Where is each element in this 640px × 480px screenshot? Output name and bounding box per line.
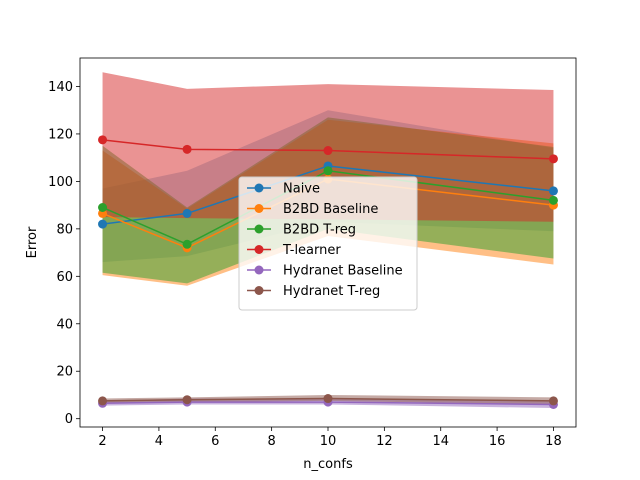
x-tick-label-8: 18: [545, 434, 562, 449]
series-line-5: [102, 397, 554, 402]
x-tick-label-5: 12: [376, 434, 393, 449]
y-tick-label-2: 40: [56, 317, 73, 332]
x-tick-label-6: 14: [432, 434, 449, 449]
data-point-5-3: [548, 396, 558, 406]
y-tick-label-7: 140: [48, 80, 73, 95]
series-line-3: [102, 139, 554, 160]
axes: 2 4 6 8 10 12 14 16 18 0 20 40 60 80 100 120 140: [48, 57, 577, 449]
legend-label-3: T-learner: [282, 243, 341, 258]
y-axis-label: Error: [25, 226, 40, 258]
legend-label-2: B2BD T-reg: [283, 223, 356, 238]
series-line-4: [102, 401, 554, 406]
legend-marker-0: [254, 183, 264, 193]
y-tick-label-3: 60: [56, 270, 73, 285]
data-point-5-2: [323, 394, 333, 404]
x-tick-label-0: 2: [98, 434, 106, 449]
legend: Naive B2BD Baseline B2BD T-reg T-learner Hyd…: [238, 176, 418, 311]
y-tick-label-4: 80: [56, 222, 73, 237]
x-tick-label-7: 16: [489, 434, 506, 449]
x-tick-label-1: 4: [155, 434, 163, 449]
y-tick-label-1: 20: [56, 365, 73, 380]
data-point-3-2: [323, 146, 333, 156]
x-tick-label-3: 8: [267, 434, 275, 449]
x-tick-label-2: 6: [211, 434, 219, 449]
data-point-0-3: [548, 186, 558, 196]
data-point-5-1: [182, 395, 192, 405]
x-tick-label-4: 10: [320, 434, 337, 449]
data-point-2-3: [548, 195, 558, 205]
data-point-2-1: [182, 239, 192, 249]
data-point-2-0: [98, 202, 108, 212]
legend-marker-4: [254, 265, 264, 275]
legend-label-4: Hydranet Baseline: [283, 264, 403, 279]
data-point-3-3: [548, 154, 558, 164]
data-point-2-2: [323, 166, 333, 176]
legend-label-0: Naive: [283, 182, 320, 197]
legend-marker-3: [254, 245, 264, 254]
legend-label-1: B2BD Baseline: [283, 202, 378, 217]
y-tick-label-0: 0: [65, 412, 73, 427]
data-point-0-0: [98, 219, 108, 229]
x-axis-label: n_confs: [303, 457, 353, 472]
y-tick-label-5: 100: [48, 175, 73, 190]
legend-marker-1: [254, 204, 264, 213]
legend-marker-5: [254, 286, 264, 295]
legend-box: [238, 176, 418, 311]
data-point-5-0: [98, 396, 108, 406]
data-point-3-0: [98, 135, 108, 145]
y-tick-label-6: 120: [48, 127, 73, 142]
data-point-0-1: [182, 208, 192, 218]
data-point-3-1: [182, 144, 192, 154]
legend-label-5: Hydranet T-reg: [283, 284, 380, 299]
legend-marker-2: [254, 224, 264, 234]
